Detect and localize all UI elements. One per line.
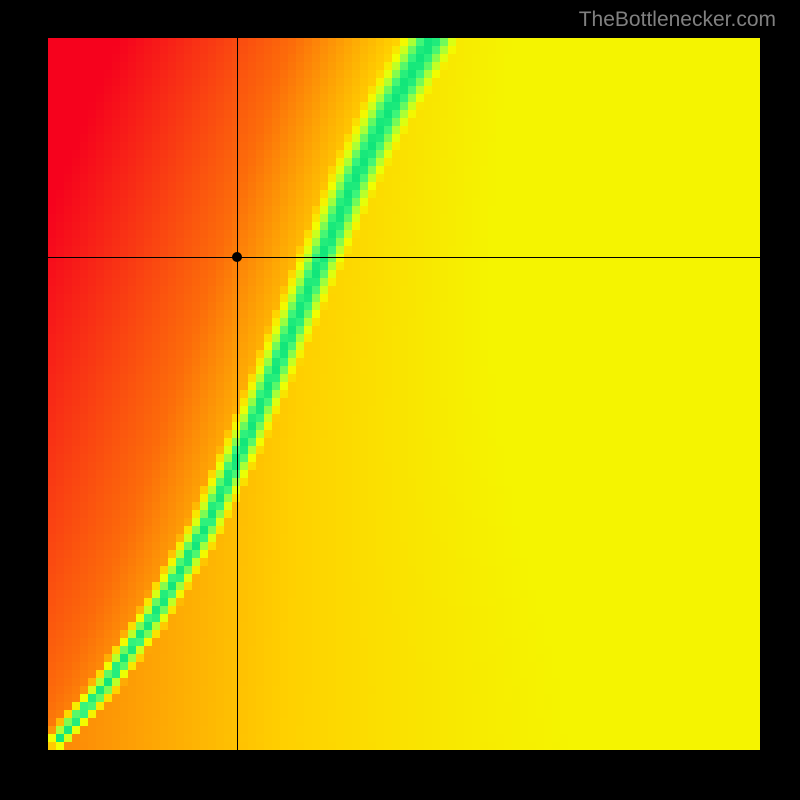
plot-area <box>48 38 760 750</box>
heatmap-canvas <box>48 38 760 750</box>
watermark-text: TheBottlenecker.com <box>579 8 776 32</box>
marker-dot <box>232 252 242 262</box>
crosshair-vertical <box>237 38 238 750</box>
crosshair-horizontal <box>48 257 760 258</box>
